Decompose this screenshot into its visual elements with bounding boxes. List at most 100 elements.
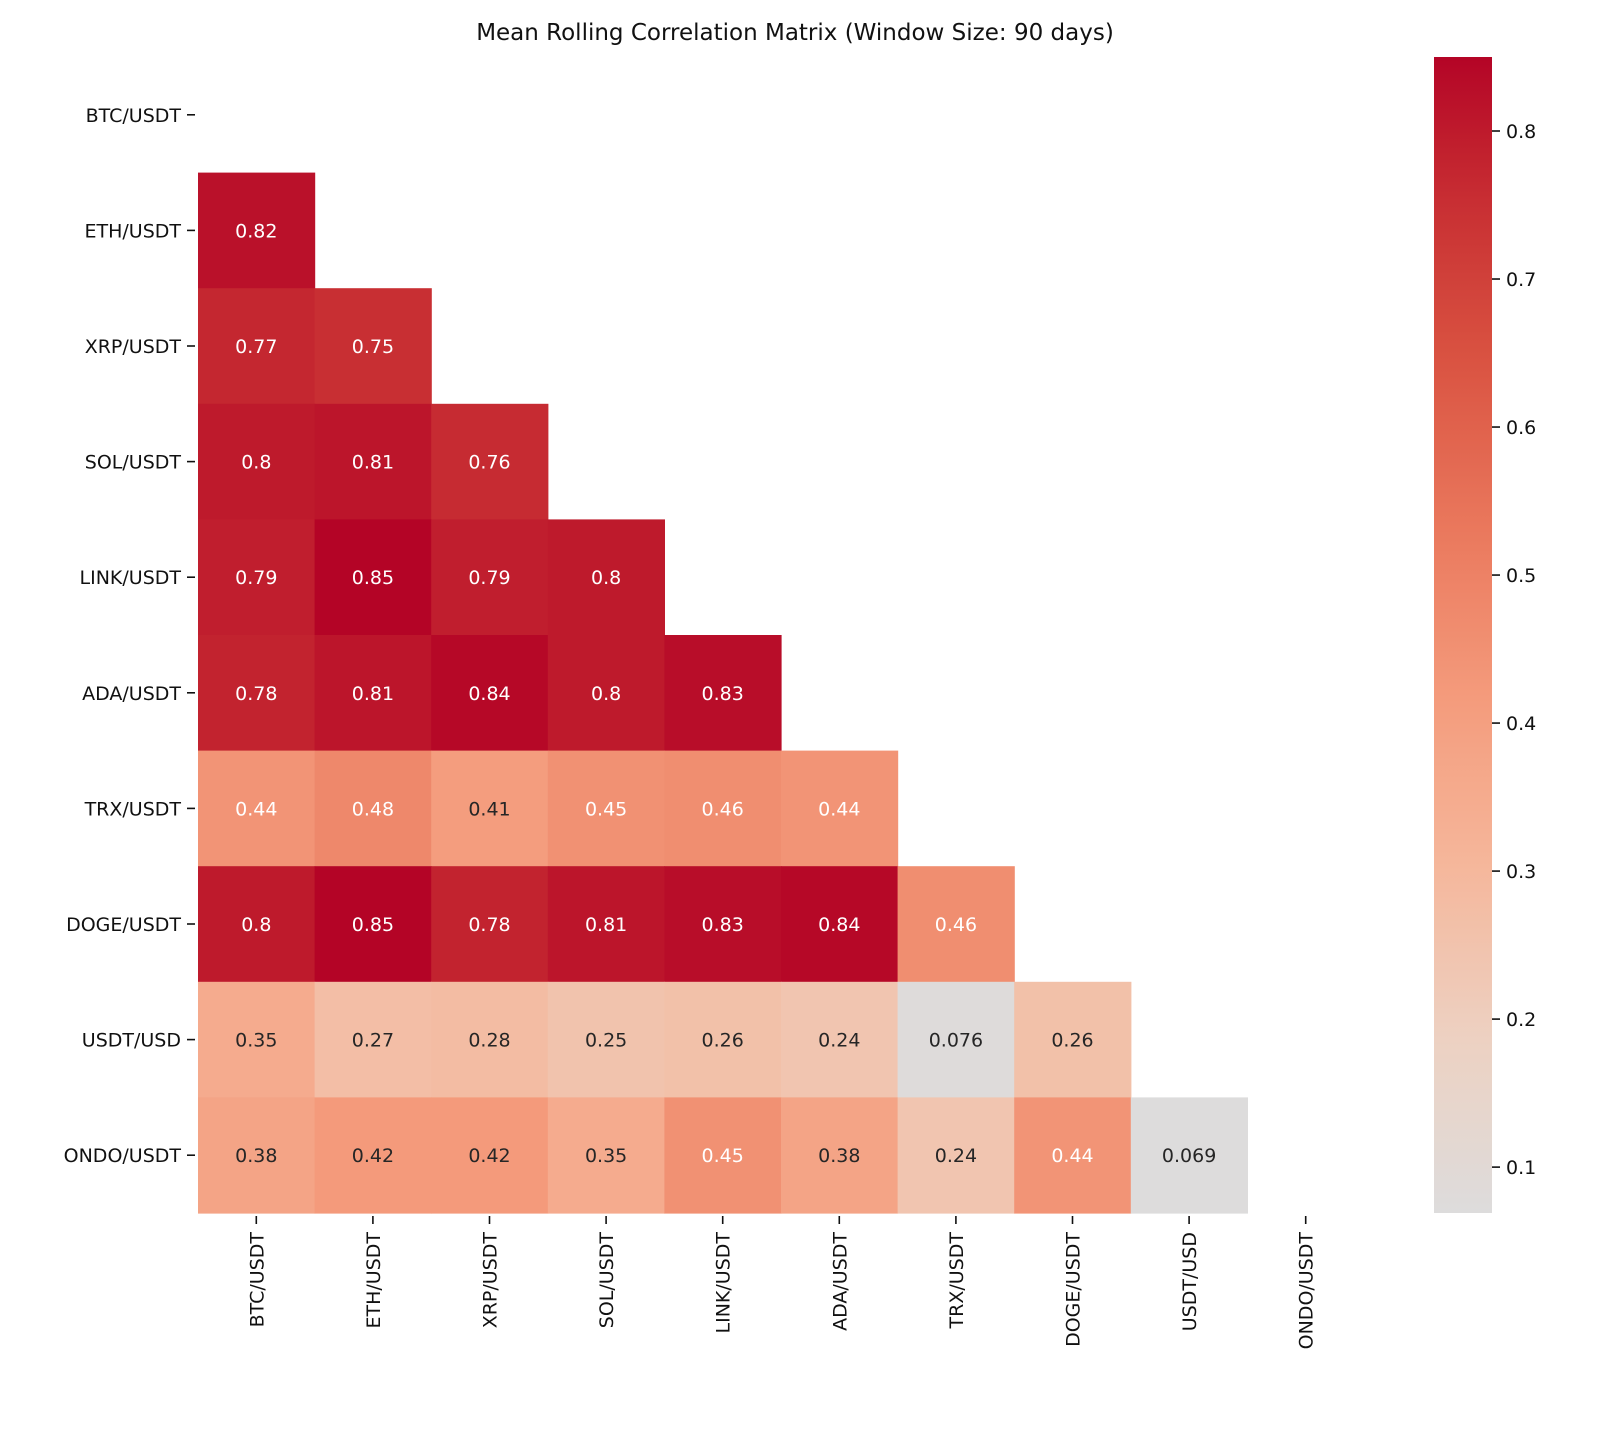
x-tick-label: DOGE/USDT: [1063, 1232, 1085, 1347]
heatmap-cell: [897, 981, 1015, 1098]
cell-annotation: 0.44: [818, 798, 860, 820]
cell-annotation: 0.77: [235, 336, 277, 358]
x-tick-label: USDT/USD: [1179, 1232, 1201, 1331]
cell-annotation: 0.26: [1051, 1030, 1093, 1052]
heatmap-cell: [1130, 1097, 1248, 1214]
cell-annotation: 0.25: [585, 1030, 627, 1052]
heatmap-cell: [1014, 1097, 1132, 1214]
heatmap-cell: [781, 1097, 899, 1214]
heatmap-cell: [314, 403, 432, 520]
heatmap-cells: 0.82 0.77 0.75 0.8 0.81 0.76 0.79 0.85 0.79 0.8 0.…: [198, 172, 1248, 1214]
heatmap-cell: [198, 981, 316, 1098]
colorbar-tick-label: 0.5: [1506, 565, 1536, 587]
cell-annotation: 0.45: [702, 1145, 744, 1167]
heatmap-cell: [314, 1097, 432, 1214]
colorbar-tick-label: 0.1: [1506, 1157, 1536, 1179]
cell-annotation: 0.44: [1051, 1145, 1093, 1167]
y-axis: BTC/USDT ETH/USDT XRP/USDT SOL/USDT LINK/USD…: [64, 105, 195, 1167]
cell-annotation: 0.75: [352, 336, 394, 358]
cell-annotation: 0.35: [235, 1030, 277, 1052]
heatmap-cell: [198, 288, 316, 405]
x-axis: BTC/USDT ETH/USDT XRP/USDT SOL/USDT LINK/USD…: [246, 1216, 1318, 1349]
cell-annotation: 0.82: [235, 220, 277, 242]
colorbar-tick-label: 0.8: [1506, 121, 1536, 143]
colorbar-tick-label: 0.4: [1506, 713, 1536, 735]
x-tick-label: ADA/USDT: [829, 1232, 851, 1331]
colorbar: 0.1 0.2 0.3 0.4 0.5 0.6 0.7 0.8: [1434, 57, 1536, 1213]
heatmap-cell: [547, 519, 665, 636]
heatmap-cell: [431, 403, 549, 520]
heatmap-cell: [547, 866, 665, 983]
x-tick-label: LINK/USDT: [713, 1232, 735, 1334]
cell-annotation: 0.8: [591, 683, 621, 705]
cell-annotation: 0.076: [929, 1030, 983, 1052]
chart-title: Mean Rolling Correlation Matrix (Window …: [476, 20, 1114, 46]
cell-annotation: 0.83: [702, 683, 744, 705]
cell-annotation: 0.83: [702, 914, 744, 936]
cell-annotation: 0.81: [352, 452, 394, 474]
y-tick-label: TRX/USDT: [84, 798, 182, 820]
cell-annotation: 0.42: [352, 1145, 394, 1167]
heatmap-cell: [664, 750, 782, 867]
cell-annotation: 0.79: [468, 567, 510, 589]
cell-annotation: 0.85: [352, 567, 394, 589]
y-tick-label: ONDO/USDT: [64, 1145, 182, 1167]
heatmap-cell: [547, 1097, 665, 1214]
y-tick-label: ADA/USDT: [82, 683, 181, 705]
heatmap-cell: [314, 288, 432, 405]
cell-annotation: 0.78: [235, 683, 277, 705]
heatmap-cell: [547, 635, 665, 752]
y-tick-label: SOL/USDT: [85, 452, 182, 474]
heatmap-cell: [198, 1097, 316, 1214]
heatmap-cell: [547, 750, 665, 867]
cell-annotation: 0.79: [235, 567, 277, 589]
x-tick-label: ETH/USDT: [363, 1232, 385, 1329]
y-tick-label: LINK/USDT: [80, 567, 182, 589]
colorbar-tick-label: 0.2: [1506, 1009, 1536, 1031]
heatmap-cell: [198, 635, 316, 752]
y-tick-label: BTC/USDT: [86, 105, 182, 127]
heatmap-cell: [314, 866, 432, 983]
heatmap-cell: [198, 750, 316, 867]
cell-annotation: 0.8: [241, 914, 271, 936]
colorbar-gradient: [1434, 57, 1492, 1213]
heatmap-cell: [1014, 981, 1132, 1098]
heatmap-cell: [664, 1097, 782, 1214]
heatmap-cell: [314, 519, 432, 636]
heatmap-cell: [198, 403, 316, 520]
cell-annotation: 0.84: [818, 914, 860, 936]
cell-annotation: 0.069: [1162, 1145, 1216, 1167]
x-tick-label: SOL/USDT: [596, 1232, 618, 1329]
x-tick-label: BTC/USDT: [246, 1232, 268, 1328]
heatmap-cell: [314, 750, 432, 867]
heatmap-cell: [198, 866, 316, 983]
heatmap-cell: [781, 750, 899, 867]
heatmap-cell: [431, 519, 549, 636]
cell-annotation: 0.84: [468, 683, 510, 705]
cell-annotation: 0.35: [585, 1145, 627, 1167]
heatmap-cell: [781, 981, 899, 1098]
cell-annotation: 0.44: [235, 798, 277, 820]
cell-annotation: 0.24: [935, 1145, 977, 1167]
colorbar-tick-label: 0.3: [1506, 861, 1536, 883]
colorbar-tick-label: 0.6: [1506, 417, 1536, 439]
heatmap-cell: [198, 519, 316, 636]
cell-annotation: 0.8: [591, 567, 621, 589]
heatmap-cell: [431, 866, 549, 983]
colorbar-tick-label: 0.7: [1506, 269, 1536, 291]
y-tick-label: XRP/USDT: [85, 336, 182, 358]
heatmap-cell: [664, 981, 782, 1098]
cell-annotation: 0.48: [352, 798, 394, 820]
heatmap-cell: [897, 866, 1015, 983]
cell-annotation: 0.26: [702, 1030, 744, 1052]
heatmap-cell: [431, 635, 549, 752]
cell-annotation: 0.78: [468, 914, 510, 936]
heatmap-cell: [431, 750, 549, 867]
cell-annotation: 0.46: [935, 914, 977, 936]
x-tick-label: XRP/USDT: [480, 1232, 502, 1329]
y-tick-label: DOGE/USDT: [66, 914, 181, 936]
heatmap-cell: [198, 172, 316, 289]
y-tick-label: USDT/USD: [82, 1030, 181, 1052]
cell-annotation: 0.42: [468, 1145, 510, 1167]
